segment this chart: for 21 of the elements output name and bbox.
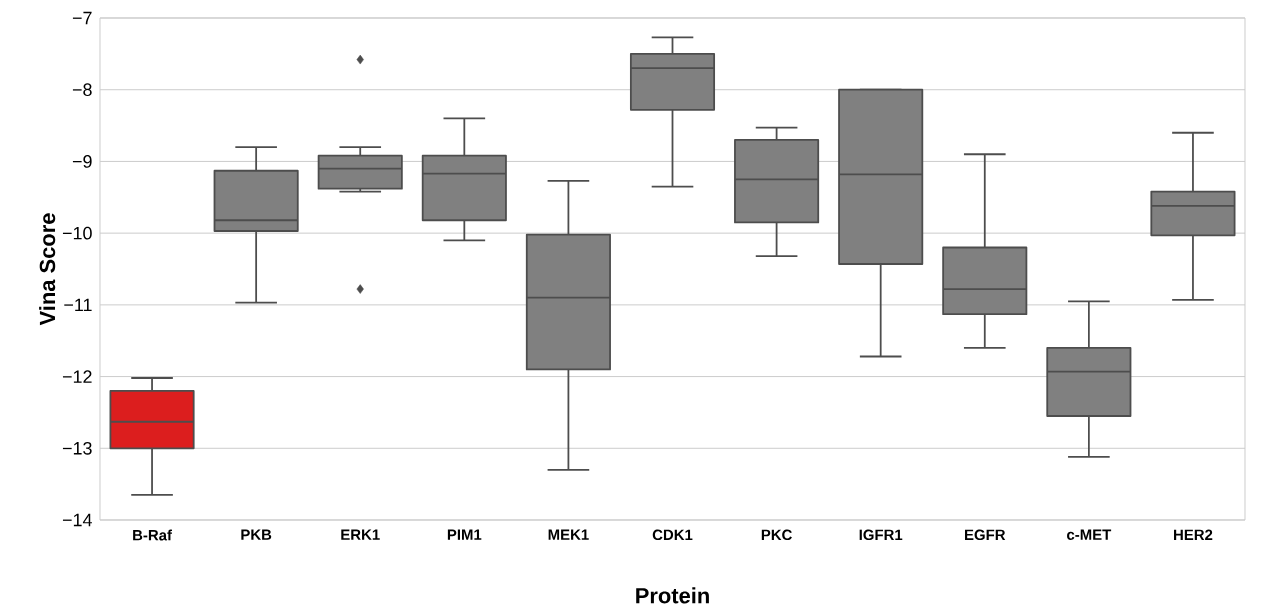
x-tick-label: B-Raf — [133, 529, 172, 541]
x-tick-label: c-MET — [1067, 529, 1112, 540]
x-tick-label: IGFR1 — [859, 529, 903, 541]
y-tick-label: −9 — [72, 155, 92, 168]
x-tick-label: PIM1 — [447, 529, 482, 540]
y-axis-title: Vina Score — [39, 213, 56, 326]
y-tick-label: −12 — [62, 370, 92, 383]
x-tick-label: PKB — [241, 529, 272, 540]
y-tick-label: −8 — [72, 83, 92, 97]
x-tick-label: HER2 — [1174, 529, 1213, 540]
y-tick-label: −14 — [62, 513, 92, 527]
x-tick-label: MEK1 — [548, 529, 589, 540]
x-tick-label: CDK1 — [652, 529, 693, 541]
y-tick-label: −11 — [64, 298, 92, 312]
y-tick-label: −13 — [62, 441, 92, 455]
x-tick-label: PKC — [761, 529, 792, 541]
x-tick-label: ERK1 — [341, 529, 380, 540]
x-tick-label: EGFR — [965, 529, 1006, 541]
y-tick-label: −10 — [62, 226, 92, 240]
x-axis-title: Protein — [636, 587, 709, 604]
y-tick-label: −7 — [72, 11, 92, 25]
